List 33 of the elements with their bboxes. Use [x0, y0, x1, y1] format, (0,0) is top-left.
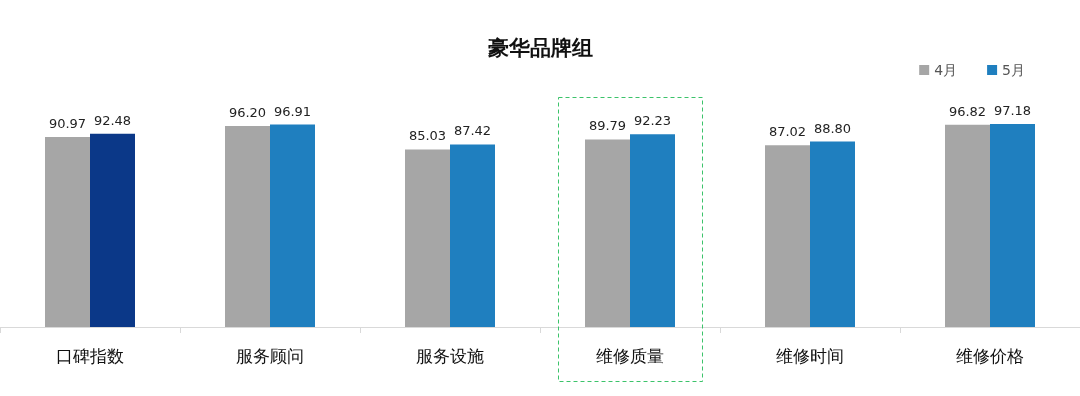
data-label: 89.79	[588, 118, 627, 134]
bar	[45, 136, 90, 327]
data-label: 97.18	[993, 103, 1032, 118]
chart-title: 豪华品牌组	[486, 35, 593, 60]
x-tick-label: 口碑指数	[56, 345, 124, 366]
bar	[630, 134, 675, 327]
bar	[585, 139, 630, 327]
data-label: 85.03	[408, 128, 447, 144]
bar	[945, 124, 990, 327]
data-label: 87.42	[453, 123, 492, 139]
data-label: 96.82	[948, 103, 987, 119]
x-tick-label: 服务顾问	[236, 345, 304, 366]
data-label: 92.48	[93, 112, 132, 128]
legend-label: 5月	[1002, 62, 1026, 78]
legend-label: 4月	[934, 62, 958, 78]
bar	[270, 124, 315, 327]
data-label: 92.23	[633, 113, 672, 129]
bar	[810, 141, 855, 327]
x-tick-label: 维修时间	[776, 345, 844, 366]
x-tick-label: 维修价格	[956, 345, 1024, 366]
data-label: 87.02	[768, 124, 807, 140]
data-label: 96.20	[228, 105, 267, 121]
data-label: 88.80	[813, 120, 852, 136]
bar	[450, 144, 495, 327]
bar	[990, 124, 1035, 327]
bar	[90, 133, 135, 327]
bar	[765, 145, 810, 327]
data-label: 90.97	[48, 115, 87, 131]
x-tick-label: 服务设施	[416, 345, 484, 366]
x-tick-label: 维修质量	[596, 345, 664, 366]
data-label: 96.91	[273, 103, 312, 119]
bar	[405, 149, 450, 327]
bar	[225, 126, 270, 327]
